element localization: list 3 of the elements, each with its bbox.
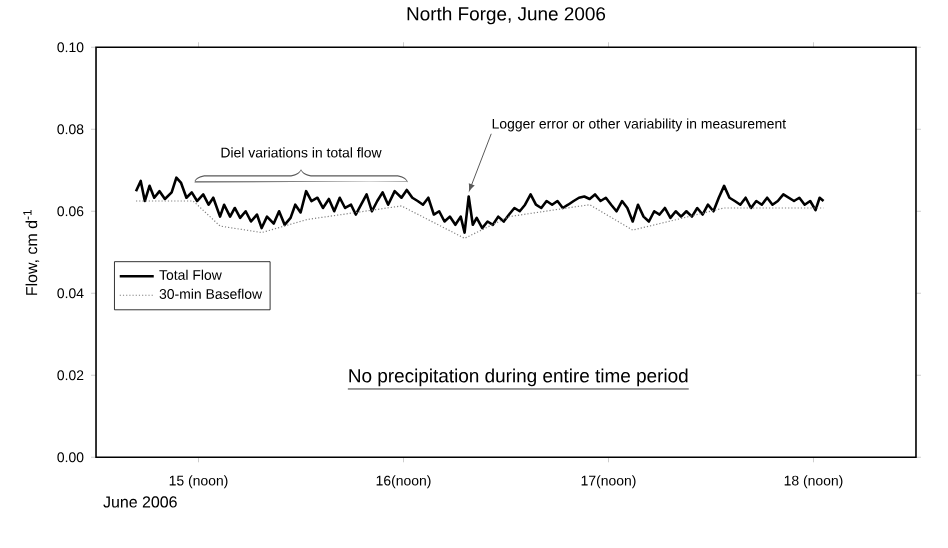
line-series [135,200,825,240]
annotation: No precipitation during entire time period [349,368,688,387]
chart-title: North Forge, June 2006 [407,7,606,25]
